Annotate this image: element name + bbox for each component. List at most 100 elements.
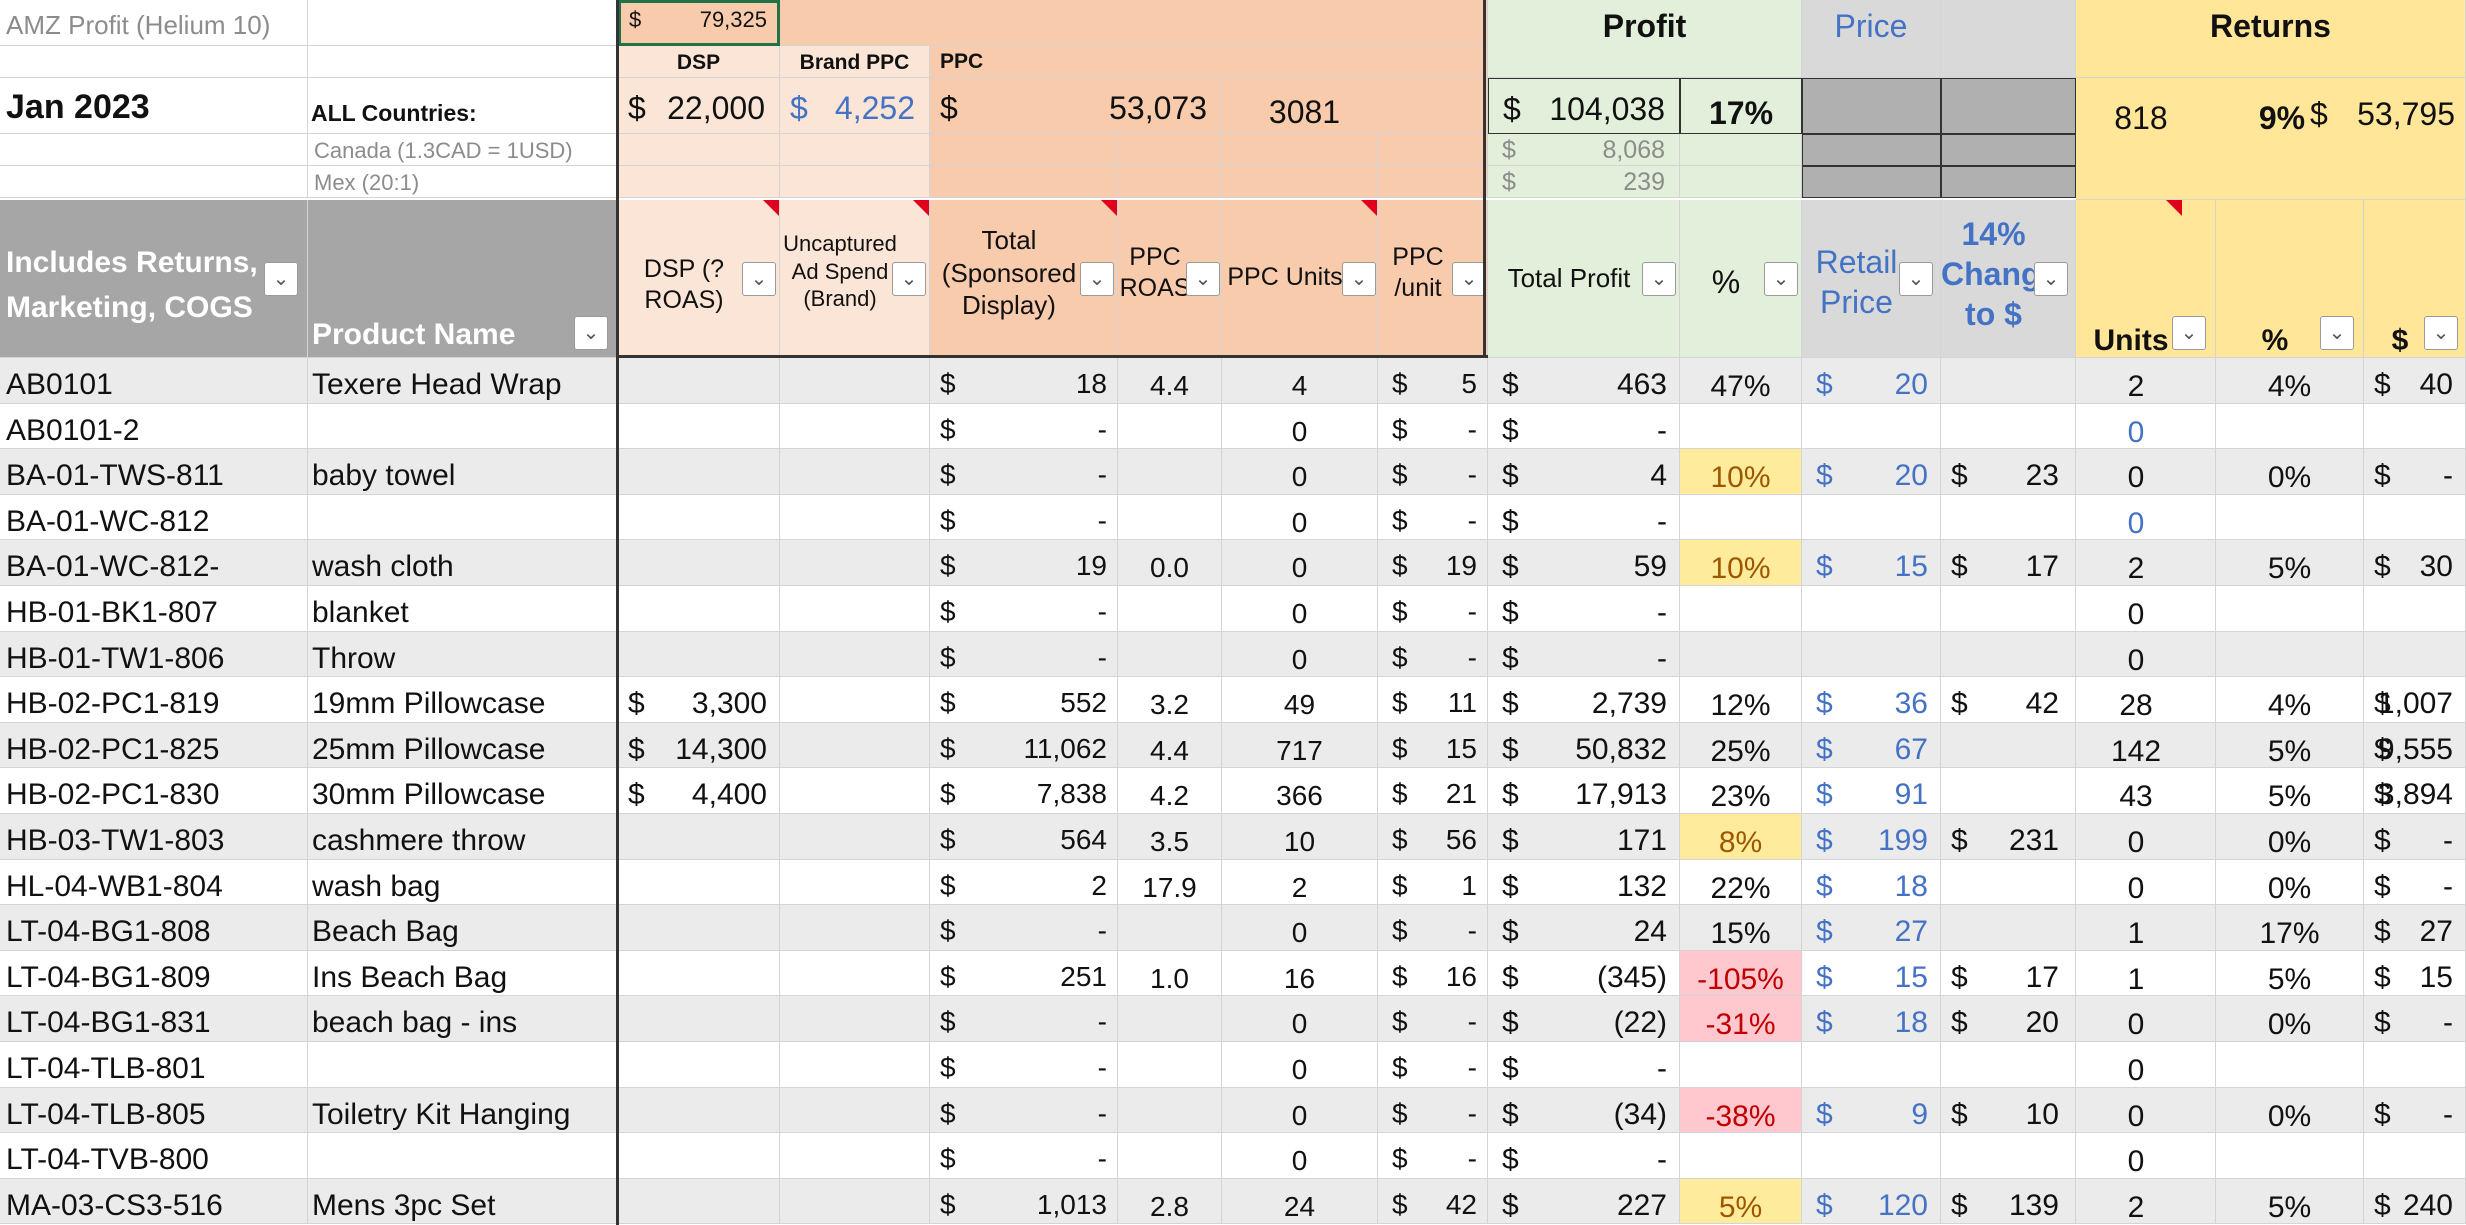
- filter-button[interactable]: ⌄: [2172, 316, 2206, 350]
- header-includes-returns[interactable]: Includes Returns, Marketing, COGS ⌄: [0, 200, 308, 358]
- dsp-cell[interactable]: [618, 403, 780, 450]
- return-dollar-cell[interactable]: $ -: [2364, 859, 2466, 906]
- profit-pct-cell[interactable]: 15%: [1680, 905, 1802, 951]
- price-change-cell[interactable]: [1941, 494, 2076, 541]
- price-change-cell[interactable]: $17: [1941, 950, 2076, 997]
- total-profit-cell[interactable]: $59: [1488, 540, 1680, 586]
- return-units-cell[interactable]: 2: [2076, 1178, 2216, 1225]
- uncaptured-cell[interactable]: [780, 768, 930, 814]
- sku-cell[interactable]: HB-02-PC1-830: [0, 768, 308, 814]
- price-change-cell[interactable]: [1941, 403, 2076, 450]
- ppc-roas-cell[interactable]: [1118, 1133, 1222, 1179]
- ppc-cell[interactable]: $ -: [930, 1042, 1118, 1088]
- ppc-cell[interactable]: $ -: [930, 1087, 1118, 1134]
- ppc-units-cell[interactable]: 2: [1222, 859, 1378, 906]
- total-profit-pct[interactable]: 17%: [1680, 78, 1802, 134]
- total-profit-cell[interactable]: $ -: [1488, 1042, 1680, 1088]
- ppc-cell[interactable]: $ -: [930, 449, 1118, 495]
- uncaptured-cell[interactable]: [780, 905, 930, 951]
- sku-cell[interactable]: AB0101-2: [0, 403, 308, 450]
- ppc-unit-cell[interactable]: $ -: [1378, 1087, 1488, 1134]
- filter-button[interactable]: ⌄: [574, 316, 608, 350]
- header-ret_dollar[interactable]: $ ⌄: [2364, 200, 2466, 358]
- empty-price-total[interactable]: [1802, 78, 1941, 134]
- ppc-cell[interactable]: $18: [930, 358, 1118, 404]
- retail-price-cell[interactable]: $67: [1802, 722, 1941, 769]
- return-pct-cell[interactable]: [2216, 494, 2364, 541]
- return-units-cell[interactable]: 2: [2076, 358, 2216, 404]
- product-name-cell[interactable]: Throw: [308, 631, 618, 678]
- total-profit-cell[interactable]: $ -: [1488, 403, 1680, 450]
- return-units-cell[interactable]: 0: [2076, 494, 2216, 541]
- return-units-cell[interactable]: 1: [2076, 950, 2216, 997]
- retail-price-cell[interactable]: $91: [1802, 768, 1941, 814]
- total-ppc[interactable]: $53,073: [930, 78, 1222, 134]
- product-name-cell[interactable]: baby towel: [308, 449, 618, 495]
- return-units-cell[interactable]: 0: [2076, 1087, 2216, 1134]
- product-name-cell[interactable]: [308, 1042, 618, 1088]
- return-pct-cell[interactable]: 17%: [2216, 905, 2364, 951]
- return-pct-cell[interactable]: 4%: [2216, 677, 2364, 723]
- ppc-roas-cell[interactable]: 4.4: [1118, 722, 1222, 769]
- return-pct-cell[interactable]: [2216, 403, 2364, 450]
- ppc-cell[interactable]: $ -: [930, 494, 1118, 541]
- profit-pct-cell[interactable]: 23%: [1680, 768, 1802, 814]
- retail-price-cell[interactable]: [1802, 631, 1941, 678]
- empty-cell[interactable]: [1222, 166, 1378, 198]
- profit-pct-cell[interactable]: 12%: [1680, 677, 1802, 723]
- total-profit-cell[interactable]: $ -: [1488, 494, 1680, 541]
- empty-cell[interactable]: [308, 46, 618, 78]
- ppc-unit-cell[interactable]: $42: [1378, 1178, 1488, 1225]
- sku-cell[interactable]: HB-02-PC1-825: [0, 722, 308, 769]
- profit-pct-cell[interactable]: [1680, 586, 1802, 632]
- empty-cell[interactable]: [1118, 134, 1222, 166]
- profit-pct-cell[interactable]: -31%: [1680, 996, 1802, 1042]
- price-change-cell[interactable]: $10: [1941, 1087, 2076, 1134]
- return-units-cell[interactable]: 0: [2076, 1133, 2216, 1179]
- uncaptured-cell[interactable]: [780, 950, 930, 997]
- price-change-cell[interactable]: [1941, 1133, 2076, 1179]
- uncaptured-cell[interactable]: [780, 1042, 930, 1088]
- uncaptured-cell[interactable]: [780, 403, 930, 450]
- retail-price-cell[interactable]: [1802, 494, 1941, 541]
- profit-pct-cell[interactable]: 5%: [1680, 1178, 1802, 1225]
- ppc-unit-cell[interactable]: $ -: [1378, 905, 1488, 951]
- return-dollar-cell[interactable]: $15: [2364, 950, 2466, 997]
- uncaptured-cell[interactable]: [780, 814, 930, 860]
- ppc-roas-cell[interactable]: 4.4: [1118, 358, 1222, 404]
- empty-cell[interactable]: [308, 0, 618, 46]
- total-ppc-units[interactable]: 3081: [1222, 78, 1388, 134]
- product-name-cell[interactable]: Texere Head Wrap: [308, 358, 618, 404]
- ppc-units-cell[interactable]: 366: [1222, 768, 1378, 814]
- sku-cell[interactable]: LT-04-BG1-831: [0, 996, 308, 1042]
- price-change-cell[interactable]: [1941, 859, 2076, 906]
- total-profit-cell[interactable]: $ -: [1488, 1133, 1680, 1179]
- total-profit-cell[interactable]: $ (34): [1488, 1087, 1680, 1134]
- ppc-unit-cell[interactable]: $21: [1378, 768, 1488, 814]
- total-profit-cell[interactable]: $ -: [1488, 631, 1680, 678]
- uncaptured-cell[interactable]: [780, 1087, 930, 1134]
- dsp-cell[interactable]: [618, 1042, 780, 1088]
- return-pct-cell[interactable]: 0%: [2216, 859, 2364, 906]
- return-dollar-cell[interactable]: [2364, 586, 2466, 632]
- dsp-cell[interactable]: [618, 586, 780, 632]
- uncaptured-cell[interactable]: [780, 358, 930, 404]
- dsp-cell[interactable]: [618, 358, 780, 404]
- ppc-cell[interactable]: $ -: [930, 996, 1118, 1042]
- header-product-name[interactable]: Product Name ⌄: [308, 200, 618, 358]
- total-profit-cell[interactable]: $2,739: [1488, 677, 1680, 723]
- return-units-cell[interactable]: 0: [2076, 1042, 2216, 1088]
- ppc-roas-cell[interactable]: 4.2: [1118, 768, 1222, 814]
- price-change-cell[interactable]: $231: [1941, 814, 2076, 860]
- profit-pct-cell[interactable]: 10%: [1680, 449, 1802, 495]
- profit-pct-cell[interactable]: [1680, 494, 1802, 541]
- return-dollar-cell[interactable]: $30: [2364, 540, 2466, 586]
- dsp-cell[interactable]: [618, 1133, 780, 1179]
- return-units-cell[interactable]: 0: [2076, 403, 2216, 450]
- profit-pct-cell[interactable]: 25%: [1680, 722, 1802, 769]
- product-name-cell[interactable]: Toiletry Kit Hanging: [308, 1087, 618, 1134]
- price-change-cell[interactable]: [1941, 905, 2076, 951]
- profit-pct-cell[interactable]: -38%: [1680, 1087, 1802, 1134]
- filter-button[interactable]: ⌄: [2424, 316, 2458, 350]
- return-units-cell[interactable]: 43: [2076, 768, 2216, 814]
